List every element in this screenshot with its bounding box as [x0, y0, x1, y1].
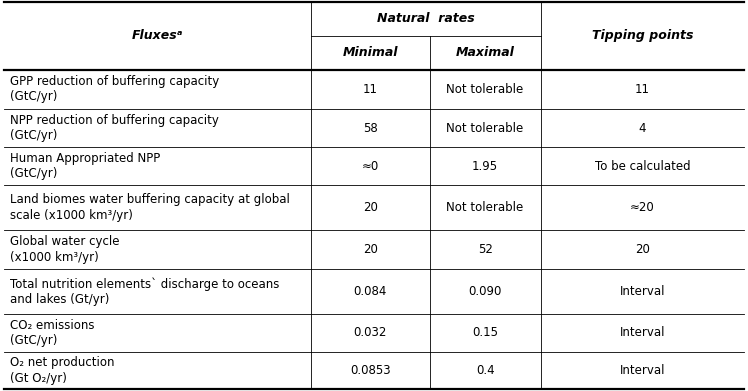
Text: NPP reduction of buffering capacity
(GtC/yr): NPP reduction of buffering capacity (GtC… [10, 114, 218, 142]
Text: 0.15: 0.15 [472, 326, 498, 339]
Text: 0.084: 0.084 [354, 285, 387, 298]
Text: Not tolerable: Not tolerable [447, 122, 524, 135]
Text: Tipping points: Tipping points [592, 29, 693, 42]
Text: Minimal: Minimal [343, 46, 398, 59]
Text: Total nutrition elements` discharge to oceans
and lakes (Gt/yr): Total nutrition elements` discharge to o… [10, 277, 279, 306]
Text: ≈20: ≈20 [630, 201, 654, 214]
Text: 0.0853: 0.0853 [350, 364, 390, 377]
Text: Interval: Interval [619, 326, 665, 339]
Text: Interval: Interval [619, 364, 665, 377]
Text: 0.090: 0.090 [468, 285, 502, 298]
Text: Fluxesᵃ: Fluxesᵃ [132, 29, 183, 42]
Text: Global water cycle
(x1000 km³/yr): Global water cycle (x1000 km³/yr) [10, 235, 119, 264]
Text: 1.95: 1.95 [472, 160, 498, 173]
Text: GPP reduction of buffering capacity
(GtC/yr): GPP reduction of buffering capacity (GtC… [10, 75, 219, 103]
Text: Maximal: Maximal [456, 46, 515, 59]
Text: Not tolerable: Not tolerable [447, 201, 524, 214]
Text: 0.032: 0.032 [354, 326, 387, 339]
Text: ≈0: ≈0 [362, 160, 379, 173]
Text: Land biomes water buffering capacity at global
scale (x1000 km³/yr): Land biomes water buffering capacity at … [10, 193, 289, 222]
Text: 11: 11 [635, 83, 650, 96]
Text: 11: 11 [363, 83, 378, 96]
Text: Not tolerable: Not tolerable [447, 83, 524, 96]
Text: 20: 20 [363, 243, 378, 256]
Text: Human Appropriated NPP
(GtC/yr): Human Appropriated NPP (GtC/yr) [10, 152, 160, 180]
Text: 0.4: 0.4 [476, 364, 494, 377]
Text: 20: 20 [363, 201, 378, 214]
Text: 52: 52 [478, 243, 492, 256]
Text: 58: 58 [363, 122, 378, 135]
Text: CO₂ emissions
(GtC/yr): CO₂ emissions (GtC/yr) [10, 319, 94, 347]
Text: To be calculated: To be calculated [595, 160, 690, 173]
Text: O₂ net production
(Gt O₂/yr): O₂ net production (Gt O₂/yr) [10, 356, 114, 385]
Text: Interval: Interval [619, 285, 665, 298]
Text: 20: 20 [635, 243, 650, 256]
Text: 4: 4 [639, 122, 646, 135]
Text: Natural  rates: Natural rates [377, 13, 475, 25]
